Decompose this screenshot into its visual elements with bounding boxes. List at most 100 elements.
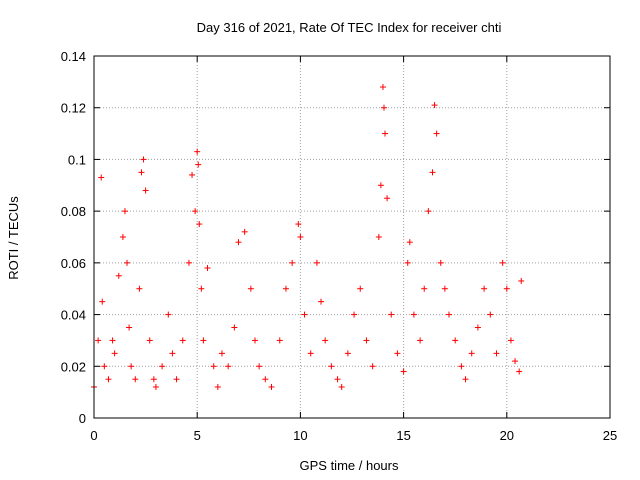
x-tick-label: 0: [90, 428, 97, 443]
data-point: [458, 363, 465, 370]
data-point: [441, 285, 448, 292]
data-point: [200, 337, 207, 344]
data-point: [334, 376, 341, 383]
data-point: [282, 285, 289, 292]
data-point: [218, 350, 225, 357]
data-point: [425, 208, 432, 215]
data-point: [173, 376, 180, 383]
data-point: [307, 350, 314, 357]
y-tick-label: 0.08: [61, 204, 86, 219]
data-point: [446, 311, 453, 318]
data-points: [91, 84, 525, 390]
x-axis-label: GPS time / hours: [300, 458, 399, 473]
data-point: [410, 311, 417, 318]
x-tick-label: 5: [194, 428, 201, 443]
data-point: [95, 337, 102, 344]
data-point: [136, 285, 143, 292]
data-point: [119, 234, 126, 240]
data-point: [297, 234, 304, 240]
data-point: [99, 298, 106, 305]
data-point: [195, 161, 202, 168]
y-tick-label: 0.14: [61, 49, 86, 64]
y-tick-label: 0: [79, 411, 86, 426]
data-point: [400, 368, 407, 375]
data-point: [111, 350, 118, 357]
axis-ticks: 0 0.02 0.04 0.06 0.08 0.1 0.12 0.14 0 5 10 15 20 25: [61, 49, 618, 443]
data-point: [468, 350, 475, 357]
data-point: [150, 376, 157, 383]
data-point: [256, 363, 263, 370]
data-point: [406, 239, 413, 246]
data-point: [159, 363, 166, 370]
y-tick-label: 0.06: [61, 256, 86, 271]
data-point: [101, 363, 108, 370]
data-point: [109, 337, 116, 344]
data-point: [204, 265, 211, 272]
grid-lines: [94, 56, 610, 418]
data-point: [344, 350, 351, 357]
x-tick-label: 15: [396, 428, 410, 443]
data-point: [247, 285, 254, 292]
y-tick-label: 0.12: [61, 101, 86, 116]
data-point: [140, 156, 147, 163]
data-point: [417, 337, 424, 344]
data-point: [189, 171, 196, 178]
chart-title: Day 316 of 2021, Rate Of TEC Index for r…: [197, 20, 502, 35]
data-point: [152, 383, 159, 390]
data-point: [351, 311, 358, 318]
data-point: [388, 311, 395, 318]
data-point: [105, 376, 112, 383]
data-point: [192, 208, 199, 215]
data-point: [301, 311, 308, 318]
data-point: [194, 148, 201, 155]
data-point: [338, 383, 345, 390]
plot-frame: [93, 55, 611, 419]
data-point: [124, 259, 131, 266]
y-tick-label: 0.04: [61, 308, 86, 323]
data-point: [384, 195, 391, 202]
data-point: [231, 324, 238, 331]
data-point: [138, 169, 145, 176]
data-point: [165, 311, 172, 318]
x-tick-label: 25: [603, 428, 617, 443]
data-point: [328, 363, 335, 370]
data-point: [235, 239, 242, 246]
data-point: [241, 228, 248, 235]
data-point: [487, 311, 494, 318]
data-point: [214, 383, 221, 390]
data-point: [516, 368, 523, 375]
data-point: [380, 104, 387, 111]
data-point: [276, 337, 283, 344]
data-point: [251, 337, 258, 344]
data-point: [462, 376, 469, 383]
data-point: [421, 285, 428, 292]
data-point: [429, 169, 436, 176]
data-point: [126, 324, 133, 331]
data-point: [179, 337, 186, 344]
data-point: [225, 363, 232, 370]
data-point: [128, 363, 135, 370]
data-point: [474, 324, 481, 331]
data-point: [503, 285, 510, 292]
data-point: [185, 259, 192, 266]
data-point: [313, 259, 320, 266]
data-point: [431, 102, 438, 109]
data-point: [210, 363, 217, 370]
x-tick-label: 20: [500, 428, 514, 443]
data-point: [121, 208, 128, 215]
data-point: [363, 337, 370, 344]
data-point: [115, 272, 122, 279]
data-point: [481, 285, 488, 292]
data-point: [369, 363, 376, 370]
y-axis-label: ROTI / TECUs: [6, 196, 21, 280]
data-point: [499, 259, 506, 266]
data-point: [198, 285, 205, 292]
data-point: [98, 174, 105, 181]
x-tick-label: 10: [293, 428, 307, 443]
data-point: [146, 337, 153, 344]
data-point: [322, 337, 329, 344]
data-point: [382, 130, 389, 137]
data-point: [377, 182, 384, 189]
data-point: [357, 285, 364, 292]
